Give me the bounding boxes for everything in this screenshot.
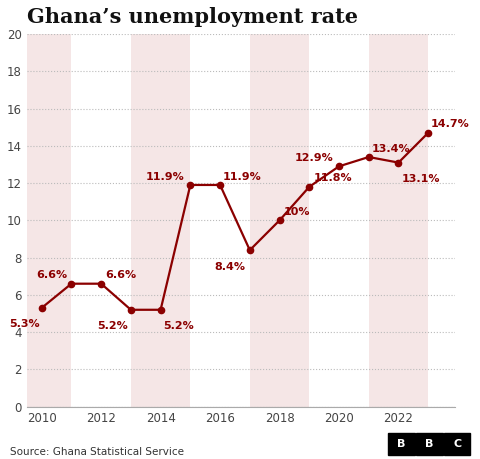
Bar bbox=[369, 34, 428, 407]
Text: B: B bbox=[397, 439, 406, 449]
Text: 13.1%: 13.1% bbox=[401, 174, 440, 185]
Bar bbox=[309, 34, 369, 407]
Text: 11.9%: 11.9% bbox=[145, 172, 184, 182]
Text: 12.9%: 12.9% bbox=[294, 153, 333, 163]
Text: Source: Ghana Statistical Service: Source: Ghana Statistical Service bbox=[10, 447, 183, 457]
Text: 8.4%: 8.4% bbox=[215, 262, 245, 272]
Text: 11.9%: 11.9% bbox=[223, 172, 262, 182]
Text: 5.2%: 5.2% bbox=[97, 321, 128, 330]
Text: 13.4%: 13.4% bbox=[372, 144, 410, 154]
Text: 11.8%: 11.8% bbox=[314, 174, 352, 184]
Bar bbox=[131, 34, 191, 407]
Text: C: C bbox=[453, 439, 461, 449]
Bar bbox=[191, 34, 250, 407]
Bar bbox=[27, 34, 72, 407]
Bar bbox=[250, 34, 309, 407]
Bar bbox=[72, 34, 131, 407]
Text: 5.3%: 5.3% bbox=[10, 319, 40, 329]
Text: 5.2%: 5.2% bbox=[164, 321, 194, 330]
Text: 6.6%: 6.6% bbox=[36, 270, 67, 280]
Text: 10%: 10% bbox=[284, 207, 311, 217]
Text: Ghana’s unemployment rate: Ghana’s unemployment rate bbox=[27, 7, 358, 27]
Text: 14.7%: 14.7% bbox=[431, 119, 470, 129]
Text: B: B bbox=[425, 439, 433, 449]
Text: 6.6%: 6.6% bbox=[106, 270, 137, 280]
